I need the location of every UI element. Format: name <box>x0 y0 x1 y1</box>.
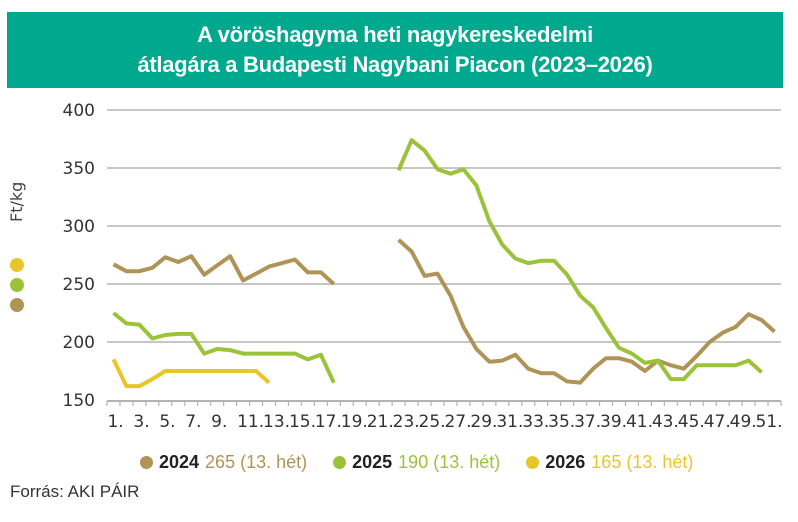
x-tick-label: 17. <box>315 412 342 432</box>
x-tick-label: 11. <box>237 412 264 432</box>
legend-item-2025: 2025 190 (13. hét) <box>333 452 500 473</box>
series-line-2024 <box>397 238 776 385</box>
x-tick-label: 33. <box>522 412 549 432</box>
legend-2025-year: 2025 <box>352 452 393 472</box>
legend-dot-2024-icon <box>10 298 24 312</box>
legend: 2024 265 (13. hét) 2025 190 (13. hét) 20… <box>140 452 719 473</box>
series-line-2024 <box>112 254 336 286</box>
legend-item-2024: 2024 265 (13. hét) <box>140 452 307 473</box>
x-tick-label: 7. <box>185 412 201 432</box>
x-tick-label: 51. <box>756 412 783 432</box>
chart-title-line2: átlagára a Budapesti Nagybani Piacon (20… <box>137 52 653 77</box>
legend-2026-year: 2026 <box>545 452 586 472</box>
x-tick-label: 31. <box>496 412 523 432</box>
series-line-2025 <box>112 311 336 384</box>
legend-2024-dot-icon <box>140 456 153 469</box>
x-tick-label: 21. <box>367 412 394 432</box>
x-tick-label: 27. <box>444 412 471 432</box>
y-tick-label: 350 <box>63 159 95 179</box>
chart-title: A vöröshagyma heti nagykereskedelmi átla… <box>7 12 783 88</box>
y-tick-label: 150 <box>63 391 95 411</box>
y-tick-label: 300 <box>63 217 95 237</box>
x-tick-label: 19. <box>341 412 368 432</box>
x-tick-label: 35. <box>548 412 575 432</box>
legend-2025-value: 190 (13. hét) <box>398 452 501 472</box>
chart-title-line1: A vöröshagyma heti nagykereskedelmi <box>197 22 593 47</box>
x-tick-label: 3. <box>133 412 149 432</box>
legend-item-2026: 2026 165 (13. hét) <box>526 452 693 473</box>
legend-2025-dot-icon <box>333 456 347 469</box>
x-tick-label: 9. <box>211 412 227 432</box>
x-tick-label: 47. <box>704 412 731 432</box>
x-tick-label: 13. <box>263 412 290 432</box>
legend-2024-year: 2024 <box>159 452 200 472</box>
x-tick-label: 45. <box>678 412 705 432</box>
legend-2026-value: 165 (13. hét) <box>591 452 694 472</box>
legend-dot-2025-icon <box>10 278 24 292</box>
x-tick-label: 25. <box>419 412 446 432</box>
x-tick-label: 43. <box>652 412 679 432</box>
x-tick-label: 5. <box>159 412 175 432</box>
x-tick-label: 49. <box>730 412 757 432</box>
x-tick-label: 15. <box>289 412 316 432</box>
series-line-2026 <box>111 358 271 389</box>
x-tick-label: 37. <box>574 412 601 432</box>
x-tick-label: 41. <box>626 412 653 432</box>
y-tick-label: 200 <box>63 333 95 353</box>
x-tick-label: 39. <box>600 412 627 432</box>
legend-2024-value: 265 (13. hét) <box>205 452 308 472</box>
source-note: Forrás: AKI PÁIR <box>10 482 140 501</box>
legend-dot-2026-icon <box>10 258 24 272</box>
x-tick-label: 1. <box>107 412 123 432</box>
legend-2026-dot-icon <box>526 456 540 469</box>
series-line-2025 <box>396 138 763 382</box>
line-chart: 150 200 250 300 350 400 1. 3. 5. 7. 9. 11.13.15.17.… <box>63 101 783 432</box>
x-tick-label: 29. <box>470 412 497 432</box>
y-tick-label: 400 <box>63 101 95 121</box>
x-tick-label: 23. <box>393 412 420 432</box>
y-tick-label: 250 <box>63 275 95 295</box>
